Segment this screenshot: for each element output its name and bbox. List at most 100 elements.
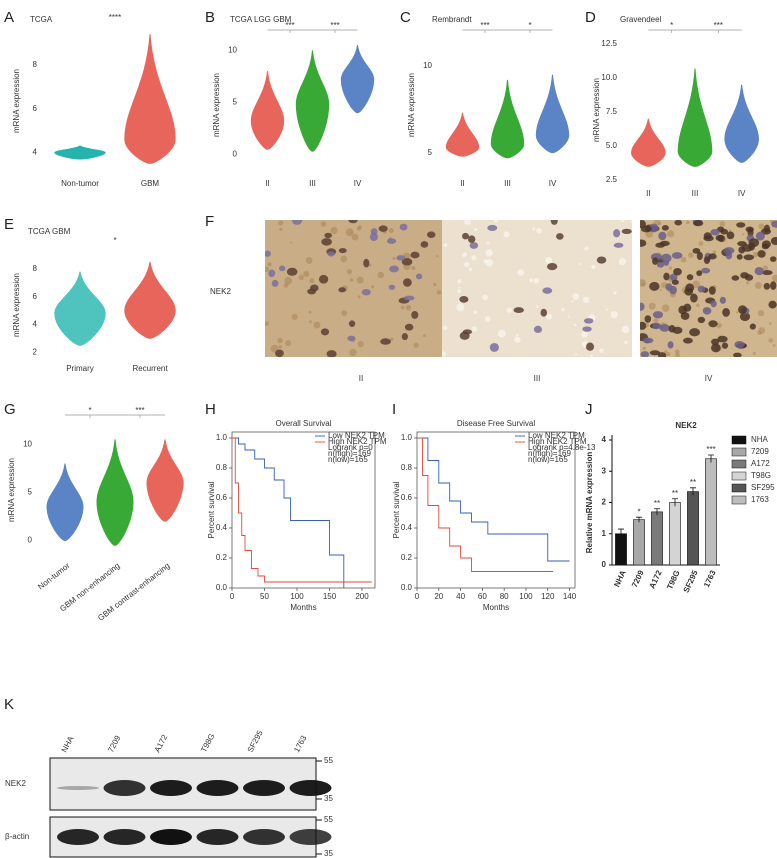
stroma [610, 311, 618, 319]
violin [96, 439, 134, 546]
stroma [485, 258, 494, 267]
nucleus [271, 279, 279, 287]
violin [724, 84, 759, 163]
x-tick-label: 0 [415, 592, 420, 601]
x-tick-label: 50 [260, 592, 269, 601]
ihc-image [265, 220, 457, 357]
stroma [303, 270, 310, 277]
nucleus [487, 224, 498, 231]
nucleus [380, 338, 391, 345]
y-tick-label: 4 [33, 320, 38, 329]
stroma [443, 243, 448, 247]
nucleus [726, 231, 735, 240]
nucleus [763, 224, 771, 233]
legend-swatch [731, 495, 747, 505]
nucleus [710, 338, 720, 346]
y-tick-label: 0.8 [401, 463, 413, 472]
y-tick-label: 0.0 [401, 583, 413, 592]
stroma [582, 296, 590, 304]
y-axis-label: mRNA expression [592, 78, 601, 142]
stroma [688, 252, 694, 259]
nucleus [708, 286, 716, 295]
stroma [573, 323, 577, 327]
stroma [388, 227, 394, 233]
nucleus [703, 256, 711, 265]
legend-swatch [731, 447, 747, 457]
survival-curve [232, 437, 345, 588]
legend-swatch [731, 459, 747, 469]
x-tick-label: Non-tumor [61, 179, 99, 188]
panel-letter: F [205, 213, 214, 230]
error-bar [708, 454, 714, 463]
stroma [729, 229, 732, 232]
nucleus [768, 300, 777, 309]
nucleus [739, 312, 751, 322]
nucleus [671, 279, 679, 285]
nucleus [459, 295, 469, 303]
nucleus [736, 222, 746, 228]
nucleus [649, 281, 660, 291]
legend-swatch [731, 471, 747, 481]
nucleus [286, 267, 298, 276]
nucleus [696, 270, 703, 277]
stroma [716, 322, 723, 329]
row-label: NEK2 [5, 779, 26, 788]
stroma [340, 255, 348, 263]
stroma [657, 221, 662, 226]
significance-label: ** [690, 478, 696, 487]
nucleus [613, 229, 621, 238]
y-tick-label: 0.4 [216, 523, 228, 532]
nucleus [275, 349, 284, 357]
y-axis-label: Relative mRNA expression [585, 452, 594, 554]
y-tick-label: 0.6 [401, 493, 413, 502]
y-axis-label: mRNA expression [12, 273, 21, 337]
stroma [653, 318, 659, 324]
y-tick-label: 3 [602, 466, 607, 475]
stroma [468, 267, 473, 272]
stroma [346, 269, 353, 275]
stroma [356, 276, 364, 284]
violin [250, 71, 285, 150]
x-tick-label: 150 [323, 592, 337, 601]
y-tick-label: 0.4 [401, 523, 413, 532]
significance-bracket [65, 414, 115, 418]
stroma [575, 353, 578, 356]
stroma [529, 278, 534, 283]
y-tick-label: 6 [33, 104, 38, 113]
marker-label: 55 [324, 815, 333, 824]
legend-label: SF295 [751, 483, 775, 492]
violin [295, 50, 330, 152]
stroma [356, 226, 361, 231]
chart-title: NEK2 [675, 421, 697, 430]
panel-letter: J [585, 401, 593, 418]
nucleus [363, 258, 370, 268]
nucleus [661, 225, 669, 231]
nucleus [771, 220, 777, 228]
nucleus [389, 265, 399, 273]
nucleus [685, 283, 695, 293]
blot-band [57, 786, 99, 790]
nucleus [644, 315, 652, 323]
stroma [661, 304, 670, 312]
stroma [484, 316, 491, 322]
nucleus [396, 255, 406, 261]
stroma [742, 233, 745, 236]
x-tick-label: II [460, 179, 464, 188]
stroma [411, 266, 416, 271]
blot-band [150, 780, 192, 796]
significance-label: *** [135, 406, 144, 415]
panel-letter: A [4, 9, 14, 26]
y-axis-label: mRNA expression [7, 458, 16, 522]
stroma [621, 325, 630, 334]
y-tick-label: 2 [602, 498, 607, 507]
nucleus [582, 326, 592, 332]
legend-label: 1763 [751, 495, 769, 504]
stroma [309, 320, 312, 324]
bar [669, 502, 681, 566]
nucleus [657, 352, 667, 357]
stroma [719, 220, 726, 227]
x-tick-label: IV [549, 179, 557, 188]
lane-label: 1763 [292, 734, 309, 754]
violin [445, 112, 480, 157]
nucleus [710, 343, 721, 353]
